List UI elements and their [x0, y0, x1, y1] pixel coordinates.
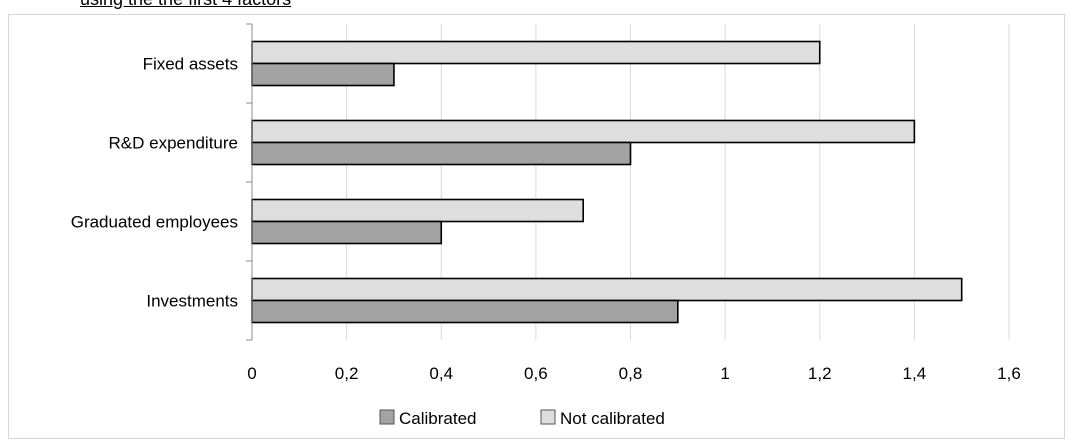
bar-calibrated: [251, 62, 395, 87]
category-labels: Fixed assets R&D expenditure Graduated emp…: [71, 55, 238, 311]
bar-calibrated: [251, 220, 443, 245]
bar-not-calibrated: [251, 40, 821, 65]
bar-calibrated: [251, 141, 632, 166]
x-tick-label: 0,4: [429, 364, 453, 383]
bars: [251, 40, 963, 324]
category-label: Graduated employees: [71, 213, 238, 232]
chart-caption: using the the first 4 factors: [80, 0, 291, 10]
bar-calibrated: [251, 299, 679, 324]
legend: Calibrated Not calibrated: [379, 409, 665, 428]
x-tick-label: 0,6: [524, 364, 548, 383]
x-tick-label: 0,2: [335, 364, 359, 383]
axes: [246, 23, 253, 341]
x-tick-label: 1,6: [997, 364, 1021, 383]
x-tick-label: 1: [720, 364, 729, 383]
legend-swatch-calibrated: [379, 409, 395, 425]
category-label: R&D expenditure: [109, 134, 238, 153]
tick-labels: 0 0,2 0,4 0,6 0,8 1 1,2 1,4 1,6: [247, 364, 1021, 383]
x-tick-label: 0: [247, 364, 256, 383]
x-tick-label: 1,2: [808, 364, 832, 383]
category-label: Fixed assets: [143, 55, 238, 74]
legend-label-calibrated: Calibrated: [399, 409, 477, 428]
bar-not-calibrated: [251, 119, 916, 144]
legend-label-not-calibrated: Not calibrated: [560, 409, 665, 428]
bar-not-calibrated: [251, 198, 584, 223]
category-label: Investments: [146, 292, 238, 311]
chart-frame: [8, 14, 1065, 439]
bar-not-calibrated: [251, 277, 963, 302]
x-tick-label: 0,8: [619, 364, 643, 383]
legend-swatch-not-calibrated: [540, 409, 556, 425]
x-tick-label: 1,4: [903, 364, 927, 383]
